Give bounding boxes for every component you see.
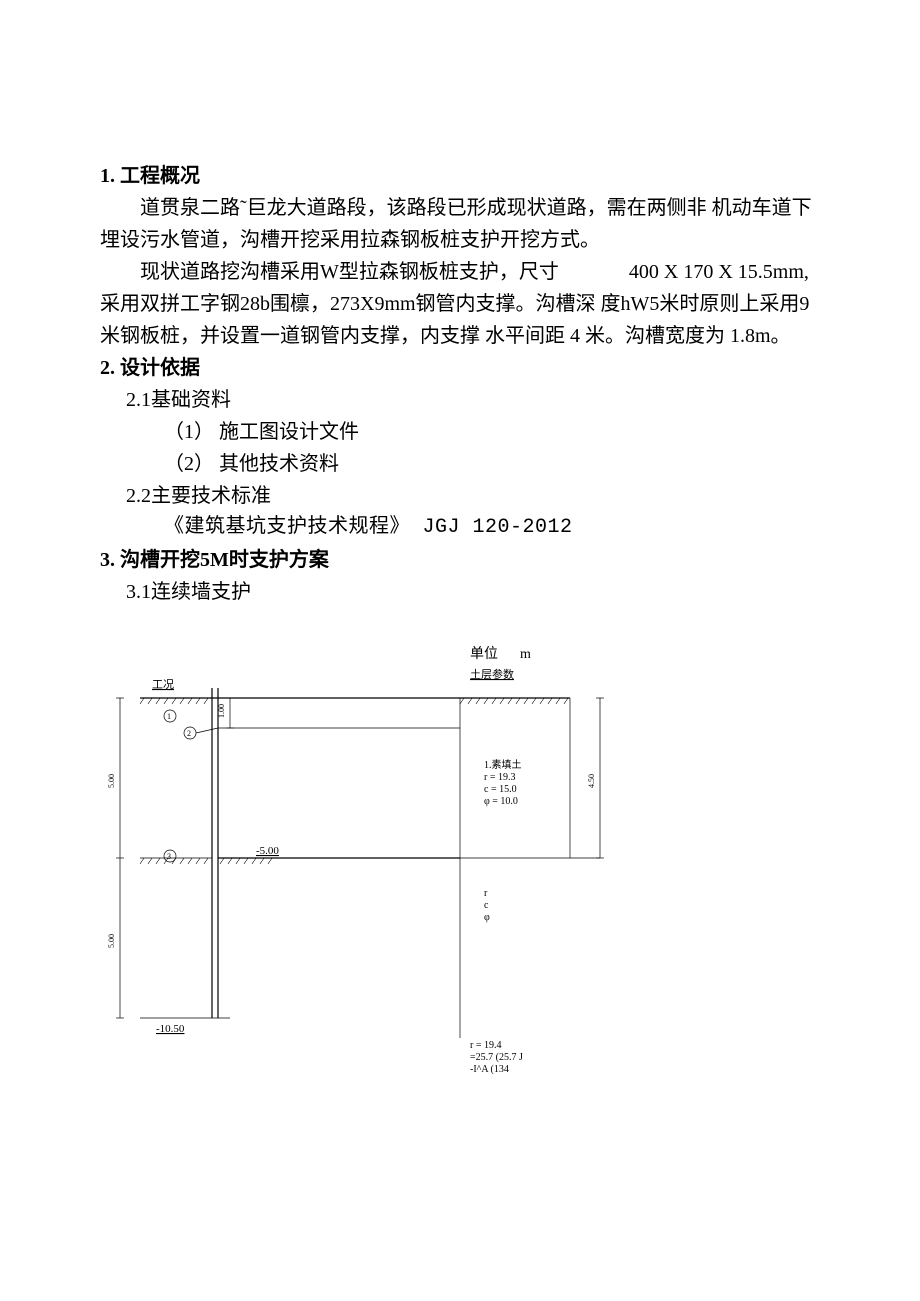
soil1-r: r = 19.3 [484, 772, 515, 783]
sub-2-1-1: （1） 施工图设计文件 [100, 416, 820, 448]
level-pit-bottom: -5.00 [256, 845, 279, 857]
heading-2-num: 2. [100, 357, 115, 379]
heading-2-title: 设计依据 [120, 357, 200, 379]
soil1-phi: φ = 10.0 [484, 796, 518, 807]
soil1-c: c = 15.0 [484, 784, 517, 795]
heading-3: 3. 沟槽开挖5M时支护方案 [100, 544, 820, 576]
hatch-left-5 [140, 858, 208, 864]
dim-left-upper: 5.00 [107, 774, 116, 788]
sub-2-2: 2.2主要技术标准 [100, 480, 820, 512]
heading-1-title: 工程概况 [120, 165, 200, 187]
sub-2-1: 2.1基础资料 [100, 384, 820, 416]
sub-2-1-2: （2） 其他技术资料 [100, 448, 820, 480]
unit-value: m [520, 647, 531, 662]
left-header: 工况 [152, 678, 174, 691]
dim-top: 1.00 [217, 704, 226, 718]
heading-3-title: 沟槽开挖5M时支护方案 [120, 549, 329, 571]
paragraph-1: 道贯泉二路˜巨龙大道路段，该路段已形成现状道路，需在两侧非 机动车道下埋设污水管… [100, 192, 820, 256]
heading-1-num: 1. [100, 165, 115, 187]
heading-3-num: 3. [100, 549, 115, 571]
soil2-c: c [484, 900, 489, 911]
p2-part-c: 采用双拼工字钢28b围檩，273X9mm钢管内支撑。沟槽深 度hW5米时原则上采… [100, 293, 809, 347]
soil1-name: 1.素填土 [484, 758, 522, 771]
note-1: r = 19.4 [470, 1040, 501, 1051]
hatch-left [140, 698, 208, 704]
sub-3-1: 3.1连续墙支护 [100, 576, 820, 608]
dim-left-lower: 5.00 [107, 934, 116, 948]
note-2: =25.7 (25.7 J [470, 1052, 523, 1063]
unit-label: 单位 [470, 646, 498, 662]
circle-3: 3 [167, 852, 171, 861]
circle-1: 1 [167, 712, 171, 721]
soil-header: 土层参数 [470, 667, 514, 681]
circle-2: 2 [187, 729, 191, 738]
heading-1: 1. 工程概况 [100, 160, 820, 192]
support-diagram: 单位 m 土层参数 工况 [100, 638, 820, 1088]
paragraph-2: 现状道路挖沟槽采用W型拉森钢板桩支护，尺寸 400 X 170 X 15.5mm… [100, 256, 820, 352]
level-wall-toe: -10.50 [156, 1023, 185, 1035]
sub-2-2-ref: 《建筑基坑支护技术规程》 JGJ 120-2012 [100, 512, 820, 544]
heading-2: 2. 设计依据 [100, 352, 820, 384]
p2-part-a: 现状道路挖沟槽采用W型拉森钢板桩支护，尺寸 [100, 256, 559, 288]
diagram-svg: 单位 m 土层参数 工况 [100, 638, 720, 1078]
hatch-ground-right [460, 698, 568, 704]
soil2-r: r [484, 888, 488, 899]
hatch-pit-bottom [220, 858, 272, 864]
note-3: -I^A (134 [470, 1064, 509, 1075]
document-page: 1. 工程概况 道贯泉二路˜巨龙大道路段，该路段已形成现状道路，需在两侧非 机动… [0, 0, 920, 1148]
dim-right: 4.50 [587, 774, 596, 788]
soil2-phi: φ [484, 912, 490, 923]
p2-dimensions: 400 X 170 X 15.5mm, [629, 261, 809, 283]
